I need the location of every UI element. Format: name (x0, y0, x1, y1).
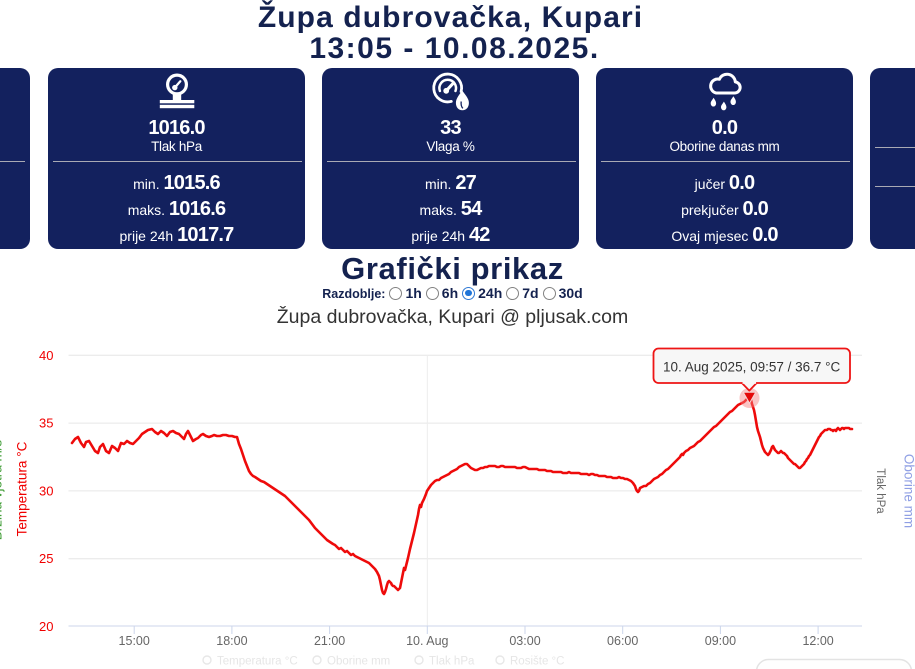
svg-text:25: 25 (39, 551, 53, 566)
svg-text:20: 20 (39, 619, 53, 634)
svg-text:12:00: 12:00 (802, 634, 833, 648)
svg-text:18:00: 18:00 (216, 634, 247, 648)
svg-text:Temperatura °C: Temperatura °C (217, 656, 298, 668)
svg-text:Oborine mm: Oborine mm (327, 656, 390, 668)
svg-text:35: 35 (39, 416, 53, 431)
svg-text:10. Aug: 10. Aug (406, 634, 448, 648)
svg-text:Rosište °C: Rosište °C (510, 656, 564, 668)
svg-text:09:00: 09:00 (705, 634, 736, 648)
svg-text:15:00: 15:00 (119, 634, 150, 648)
svg-text:30: 30 (39, 483, 53, 498)
svg-text:Brzina vjetra m/s: Brzina vjetra m/s (0, 439, 5, 540)
svg-text:40: 40 (39, 348, 53, 363)
svg-text:Temperatura °C: Temperatura °C (15, 441, 30, 536)
svg-text:06:00: 06:00 (607, 634, 638, 648)
svg-text:Tlak hPa: Tlak hPa (429, 656, 475, 668)
svg-text:10. Aug 2025, 09:57 / 36.7 °C: 10. Aug 2025, 09:57 / 36.7 °C (663, 360, 841, 375)
svg-text:Tlak hPa: Tlak hPa (874, 468, 886, 514)
svg-text:21:00: 21:00 (314, 634, 345, 648)
svg-text:03:00: 03:00 (509, 634, 540, 648)
svg-text:Oborine mm: Oborine mm (902, 454, 915, 528)
